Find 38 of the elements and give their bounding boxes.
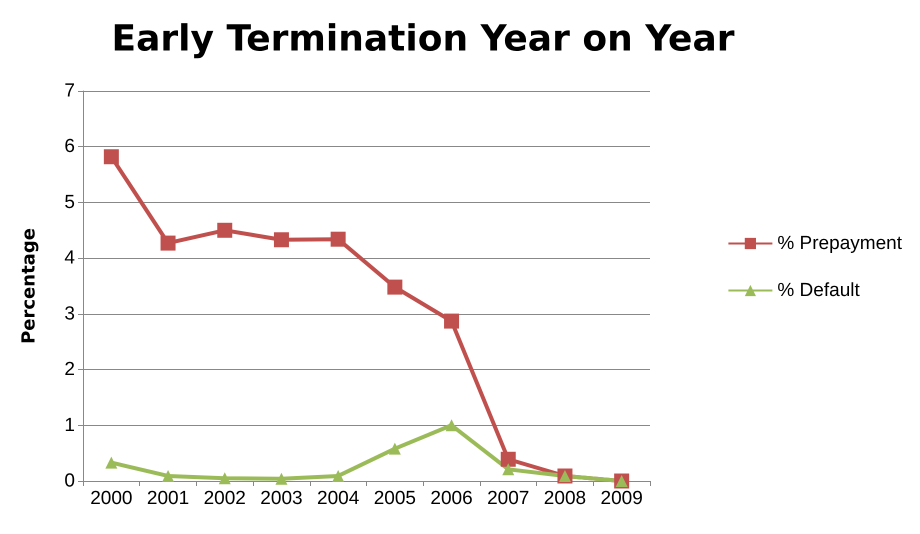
point — [104, 149, 119, 164]
x-tick-label: 2001 — [146, 488, 190, 509]
point — [274, 232, 289, 248]
x-tick-label: 2006 — [430, 488, 473, 509]
point — [387, 280, 402, 295]
point — [500, 452, 516, 467]
y-tick-label: 6 — [64, 136, 75, 158]
point — [444, 314, 460, 329]
point — [388, 442, 401, 455]
x-tick-label: 2008 — [544, 488, 586, 509]
y-tick-label: 5 — [64, 192, 75, 213]
legend-label: % Prepayment — [777, 233, 903, 254]
point — [160, 236, 176, 251]
y-tick-label: 4 — [64, 248, 76, 269]
y-tick-label: 0 — [64, 470, 75, 492]
point — [217, 222, 232, 238]
x-tick-label: 2002 — [204, 488, 246, 509]
legend-label: % Default — [777, 280, 860, 301]
chart-title: Early Termination Year on Year — [111, 18, 735, 60]
point — [105, 456, 118, 469]
x-tick-label: 2003 — [260, 488, 303, 509]
x-tick-label: 2000 — [90, 488, 132, 509]
point — [275, 472, 288, 485]
x-tick-label: 2005 — [374, 488, 416, 509]
point — [162, 470, 174, 482]
point — [446, 419, 458, 432]
y-tick-label: 7 — [64, 80, 75, 102]
point — [218, 472, 231, 484]
y-axis-title: Percentage — [18, 228, 40, 344]
y-tick-label: 2 — [64, 359, 75, 380]
point — [502, 463, 514, 476]
y-tick-label: 1 — [64, 414, 75, 436]
x-tick-label: 2009 — [600, 488, 643, 509]
point — [332, 470, 344, 482]
point — [330, 232, 346, 247]
y-tick-label: 3 — [64, 303, 75, 324]
x-tick-label: 2007 — [487, 488, 530, 509]
x-tick-label: 2004 — [317, 488, 360, 509]
